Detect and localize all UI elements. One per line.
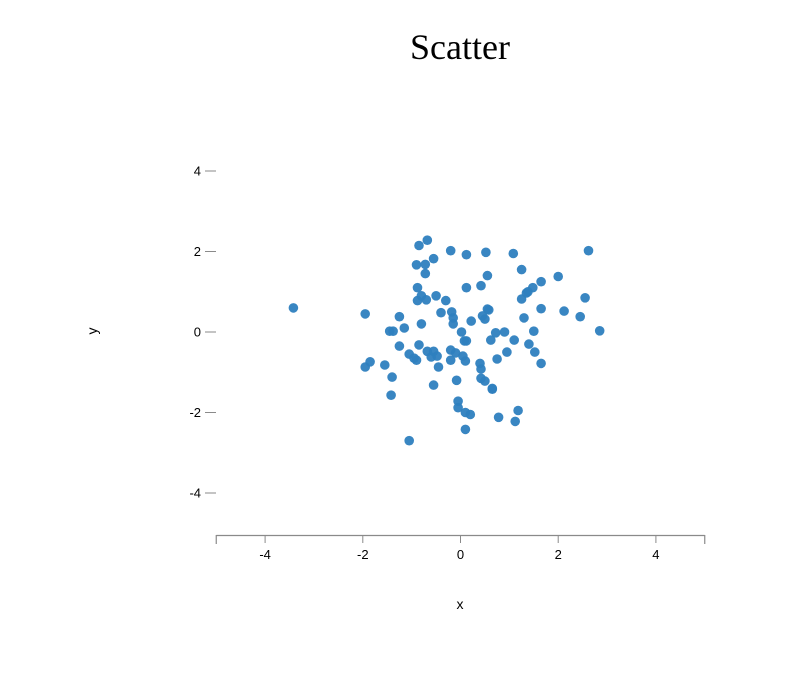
y-tick-label: 2	[194, 244, 201, 259]
scatter-point	[388, 326, 398, 337]
scatter-point	[516, 264, 527, 275]
scatter-point	[553, 271, 563, 282]
scatter-point	[536, 358, 546, 369]
scatter-point	[441, 295, 451, 306]
y-tick-label: -2	[189, 405, 201, 420]
y-tick-label: 0	[194, 325, 201, 340]
scatter-point	[433, 362, 444, 372]
scatter-point	[480, 314, 490, 324]
scatter-point	[480, 376, 490, 386]
scatter-point	[583, 245, 594, 256]
scatter-point	[445, 355, 456, 366]
scatter-point	[448, 319, 459, 329]
scatter-point	[529, 326, 539, 337]
scatter-point	[411, 260, 422, 270]
scatter-point	[387, 372, 397, 382]
scatter-point	[450, 348, 461, 358]
scatter-point	[509, 335, 519, 345]
x-tick-label: -2	[357, 547, 369, 562]
scatter-point	[380, 360, 390, 370]
x-tick-label: 2	[555, 547, 562, 562]
scatter-point	[432, 351, 442, 361]
scatter-point	[420, 259, 431, 270]
scatter-point	[559, 306, 569, 316]
scatter-point	[416, 319, 427, 329]
scatter-point	[580, 293, 590, 303]
scatter-point	[360, 309, 371, 319]
scatter-point	[476, 364, 486, 374]
scatter-point	[492, 354, 502, 364]
scatter-point	[445, 245, 456, 256]
scatter-point	[530, 347, 540, 357]
points-layer	[288, 235, 605, 446]
chart-title: Scatter	[410, 27, 510, 67]
scatter-point	[524, 339, 534, 349]
scatter-point	[490, 328, 501, 338]
scatter-point	[414, 240, 424, 251]
scatter-point	[453, 402, 463, 413]
scatter-point	[420, 268, 431, 279]
scatter-point	[436, 307, 446, 318]
scatter-point	[422, 235, 433, 245]
scatter-point	[461, 336, 472, 346]
scatter-point	[412, 282, 423, 293]
scatter-point	[481, 247, 491, 258]
scatter-point	[399, 323, 410, 333]
x-tick-label: 4	[652, 547, 659, 562]
scatter-point	[528, 282, 538, 293]
scatter-point	[456, 327, 467, 337]
scatter-point	[288, 303, 299, 313]
scatter-point	[431, 291, 441, 301]
y-tick-label: -4	[189, 486, 201, 501]
scatter-point	[414, 340, 424, 350]
scatter-point	[428, 253, 439, 264]
scatter-point	[484, 305, 494, 315]
scatter-point	[476, 280, 486, 291]
scatter-point	[513, 405, 523, 416]
scatter-point	[499, 327, 510, 337]
scatter-point	[536, 276, 546, 287]
scatter-point	[461, 249, 472, 260]
scatter-point	[386, 390, 396, 401]
scatter-point	[482, 270, 493, 281]
scatter-point	[394, 311, 405, 322]
scatter-point	[411, 355, 422, 366]
scatter-point	[460, 356, 471, 366]
scatter-point	[487, 384, 498, 395]
scatter-point	[465, 409, 476, 420]
scatter-point	[519, 313, 529, 323]
scatter-point	[421, 295, 432, 305]
x-axis: -4 -2 0 2 4	[215, 534, 706, 562]
scatter-point	[575, 311, 585, 322]
scatter-point	[404, 435, 415, 446]
scatter-point	[451, 375, 462, 386]
scatter-point	[394, 341, 405, 351]
x-tick-label: -4	[259, 547, 271, 562]
scatter-point	[510, 416, 520, 427]
scatter-point	[536, 303, 546, 314]
scatter-point	[365, 357, 375, 367]
scatter-point	[502, 347, 512, 357]
scatter-point	[466, 316, 477, 326]
y-tick-label: 4	[194, 164, 201, 179]
scatter-point	[461, 282, 472, 293]
scatter-point	[486, 335, 496, 345]
x-axis-label: x	[457, 596, 464, 612]
scatter-point	[594, 326, 605, 336]
scatter-point	[460, 424, 471, 435]
x-tick-label: 0	[457, 547, 464, 562]
scatter-point	[493, 412, 504, 423]
y-axis: -4 -2 0 2 4	[189, 164, 216, 501]
y-axis-label: y	[84, 328, 100, 335]
scatter-point	[508, 248, 519, 259]
scatter-point	[428, 380, 439, 390]
